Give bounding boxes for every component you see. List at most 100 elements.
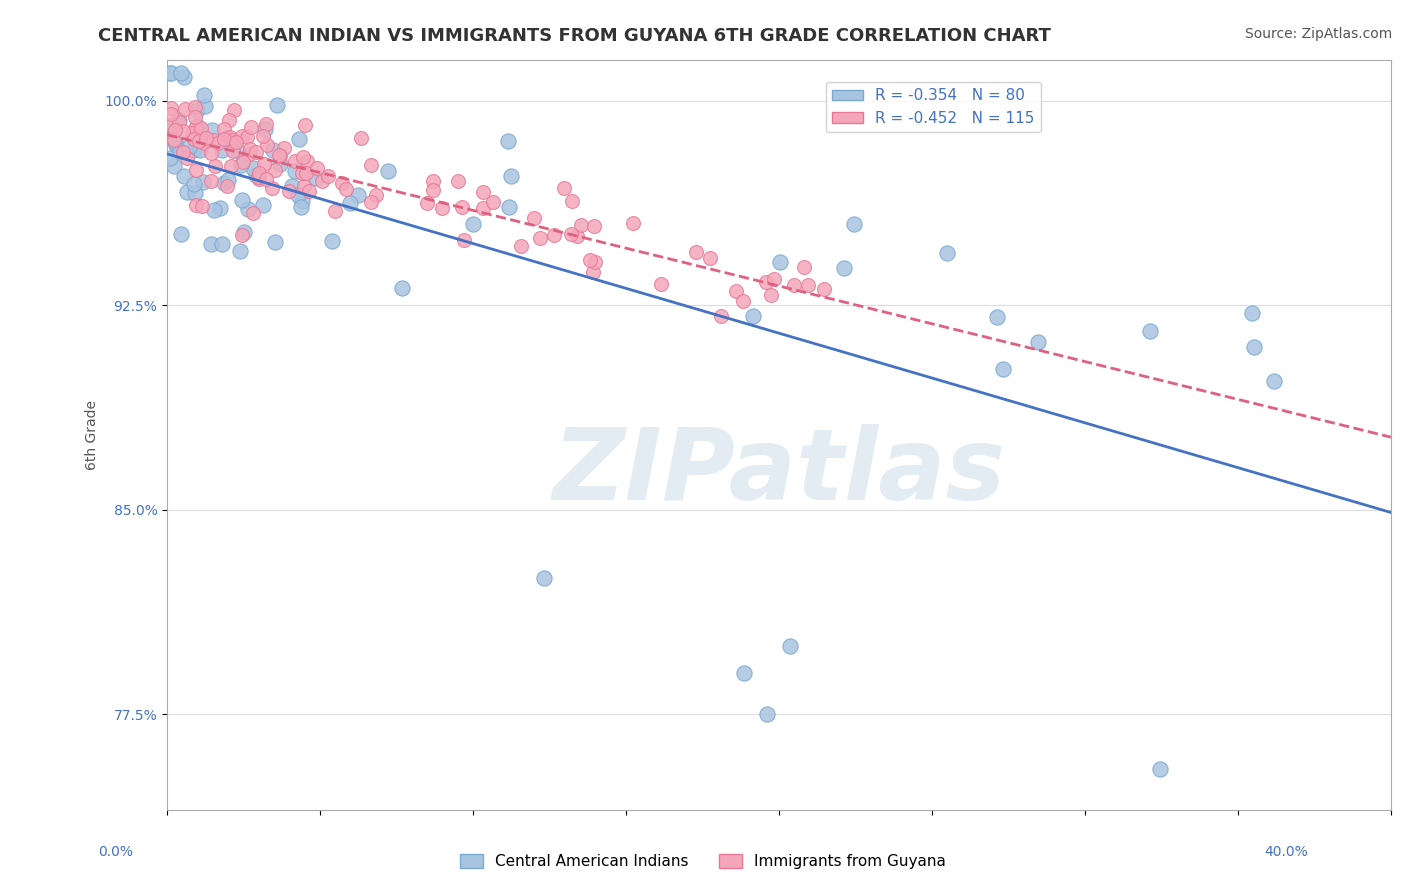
Point: [208, 201, 231, 215]
Point: [1026, 334, 1049, 349]
Point: [215, 130, 238, 145]
Point: [162, 133, 184, 147]
Point: [769, 254, 792, 268]
Point: [579, 253, 602, 268]
Point: [195, 130, 218, 145]
Point: [159, 118, 181, 132]
Point: [779, 639, 801, 653]
Point: [239, 120, 262, 134]
Point: [377, 164, 399, 178]
Point: [793, 260, 815, 275]
Point: [238, 142, 260, 156]
Point: [797, 278, 820, 293]
Point: [191, 175, 214, 189]
Point: [1241, 306, 1264, 320]
Point: [316, 169, 339, 184]
Point: [222, 133, 245, 147]
Point: [733, 294, 755, 309]
Point: [936, 246, 959, 260]
Point: [321, 235, 343, 249]
Point: [366, 188, 388, 202]
Point: [174, 102, 197, 116]
Point: [724, 284, 747, 298]
Point: [183, 186, 205, 200]
Point: [391, 281, 413, 295]
Point: [254, 122, 277, 136]
Point: [179, 139, 201, 153]
Text: ZIPatlas: ZIPatlas: [553, 424, 1005, 521]
Point: [294, 118, 316, 132]
Point: [242, 205, 264, 219]
Point: [305, 161, 328, 175]
Point: [245, 145, 267, 159]
Point: [267, 148, 290, 162]
Point: [202, 203, 225, 218]
Point: [430, 201, 453, 215]
Point: [183, 177, 205, 191]
Point: [232, 155, 254, 169]
Point: [284, 154, 307, 169]
Point: [844, 217, 866, 231]
Point: [226, 143, 249, 157]
Point: [813, 282, 835, 296]
Point: [754, 275, 776, 289]
Point: [277, 184, 299, 198]
Point: [297, 153, 319, 168]
Point: [582, 265, 605, 279]
Point: [173, 169, 195, 184]
Point: [252, 128, 274, 143]
Point: [360, 194, 382, 209]
Point: [569, 218, 592, 232]
Point: [1139, 324, 1161, 338]
Point: [560, 227, 582, 241]
Point: [186, 119, 208, 133]
Point: [986, 310, 1008, 324]
Point: [561, 194, 583, 209]
Point: [201, 123, 224, 137]
Point: [305, 171, 328, 186]
Point: [190, 121, 212, 136]
Point: [699, 251, 721, 265]
Point: [453, 233, 475, 247]
Point: [247, 166, 270, 180]
Point: [217, 173, 239, 187]
Point: [228, 244, 250, 258]
Point: [159, 101, 181, 115]
Point: [260, 181, 283, 195]
Point: [710, 309, 733, 323]
Point: [186, 103, 208, 118]
Text: CENTRAL AMERICAN INDIAN VS IMMIGRANTS FROM GUYANA 6TH GRADE CORRELATION CHART: CENTRAL AMERICAN INDIAN VS IMMIGRANTS FR…: [98, 27, 1052, 45]
Legend: R = -0.354   N = 80, R = -0.452   N = 115: R = -0.354 N = 80, R = -0.452 N = 115: [827, 82, 1040, 132]
Point: [236, 202, 259, 216]
Point: [212, 176, 235, 190]
Y-axis label: 6th Grade: 6th Grade: [86, 400, 100, 470]
Legend: Central American Indians, Immigrants from Guyana: Central American Indians, Immigrants fro…: [454, 848, 952, 875]
Point: [422, 183, 444, 197]
Point: [193, 136, 215, 150]
Point: [167, 112, 190, 127]
Point: [172, 145, 194, 159]
Text: 40.0%: 40.0%: [1264, 846, 1308, 859]
Point: [463, 218, 485, 232]
Point: [170, 66, 193, 80]
Point: [165, 122, 187, 136]
Point: [183, 110, 205, 124]
Point: [291, 194, 314, 208]
Point: [166, 137, 188, 152]
Point: [225, 135, 247, 149]
Point: [360, 158, 382, 172]
Point: [211, 236, 233, 251]
Point: [219, 159, 242, 173]
Point: [350, 131, 373, 145]
Point: [245, 168, 267, 182]
Point: [761, 287, 783, 301]
Point: [1243, 340, 1265, 354]
Point: [471, 185, 494, 199]
Point: [294, 166, 316, 180]
Point: [159, 66, 181, 80]
Point: [184, 163, 207, 178]
Point: [311, 174, 333, 188]
Point: [832, 260, 855, 275]
Point: [167, 115, 190, 129]
Point: [242, 161, 264, 176]
